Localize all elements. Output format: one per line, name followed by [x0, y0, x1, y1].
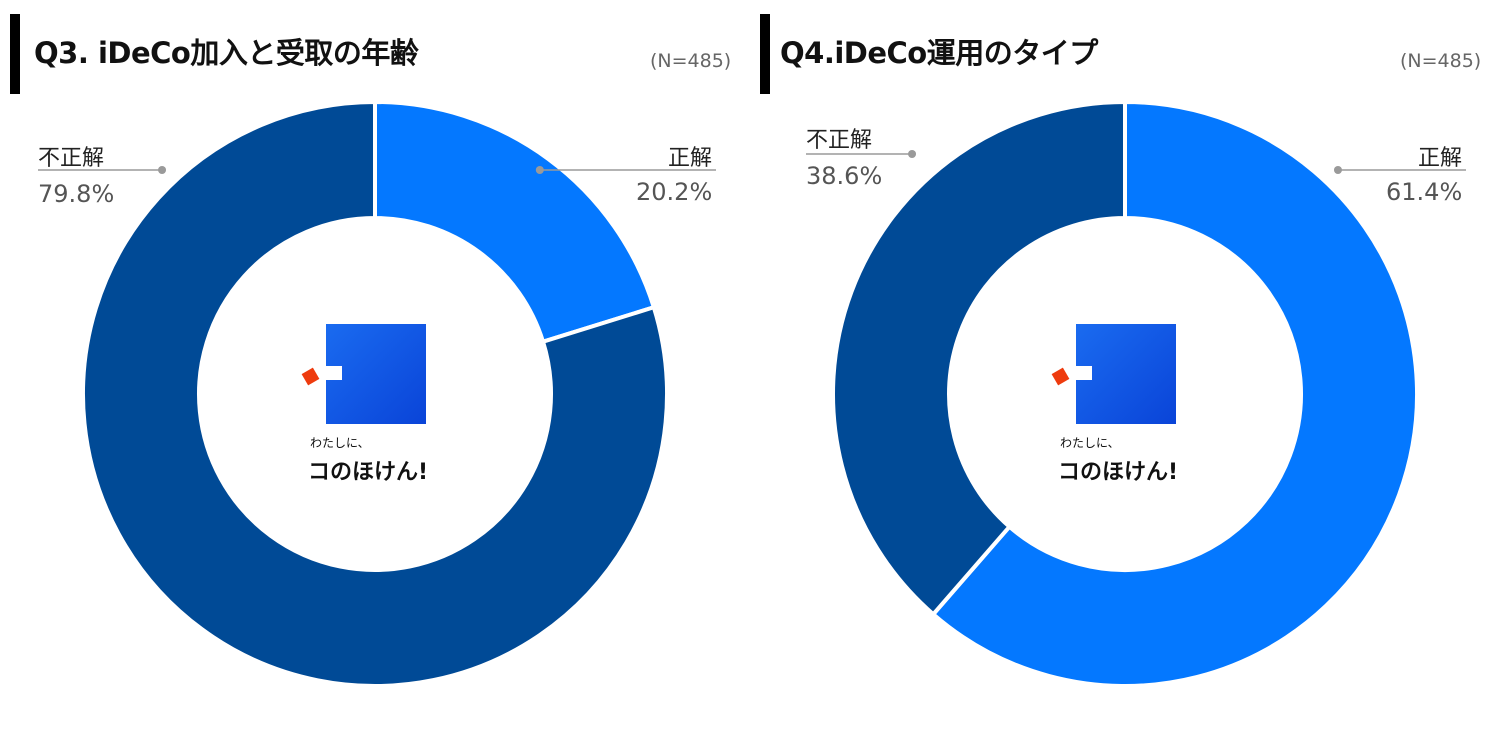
chart-title: Q4.iDeCo運用のタイプ: [780, 36, 1098, 70]
brand-logo: わたしに、 コのほけん!: [1050, 322, 1210, 492]
label-incorrect: 不正解: [38, 146, 105, 171]
slice-correct: [930, 99, 1419, 688]
sample-size-label: (N=485): [650, 50, 732, 72]
chart-panel-q4: Q4.iDeCo運用のタイプ (N=485) 不正解 38.6% 正解 61.4…: [750, 0, 1500, 750]
slice-correct: [373, 99, 657, 345]
title-accent-bar: [10, 14, 20, 94]
logo-mark-icon: [301, 324, 426, 424]
donut-chart: [38, 99, 716, 688]
value-incorrect: 79.8%: [38, 180, 115, 208]
logo-brand-name: コのほけん!: [308, 460, 429, 485]
brand-logo: わたしに、 コのほけん!: [300, 322, 460, 492]
title-accent-bar: [760, 14, 770, 94]
logo-tagline: わたしに、: [310, 436, 370, 450]
logo-tagline: わたしに、: [1060, 436, 1120, 450]
leader-dot-correct: [535, 166, 544, 174]
label-correct: 正解: [1418, 146, 1463, 171]
logo-brand-name: コのほけん!: [1058, 460, 1179, 485]
logo-mark-icon: [1051, 324, 1176, 424]
chart-title: Q3. iDeCo加入と受取の年齢: [34, 36, 419, 70]
leader-dot-incorrect: [158, 166, 167, 174]
value-incorrect: 38.6%: [806, 162, 883, 190]
label-correct: 正解: [668, 146, 713, 171]
chart-panel-q3: Q3. iDeCo加入と受取の年齢 (N=485) 不正解 79.8% 正解 2…: [10, 14, 732, 688]
slice-incorrect: [831, 99, 1127, 618]
donut-chart: [806, 99, 1466, 688]
label-incorrect: 不正解: [806, 128, 873, 153]
value-correct: 20.2%: [636, 178, 713, 206]
slice-incorrect: [81, 99, 669, 688]
value-correct: 61.4%: [1386, 178, 1463, 206]
leader-dot-correct: [1333, 166, 1342, 174]
leader-dot-incorrect: [908, 150, 917, 158]
sample-size-label: (N=485): [1400, 50, 1482, 72]
